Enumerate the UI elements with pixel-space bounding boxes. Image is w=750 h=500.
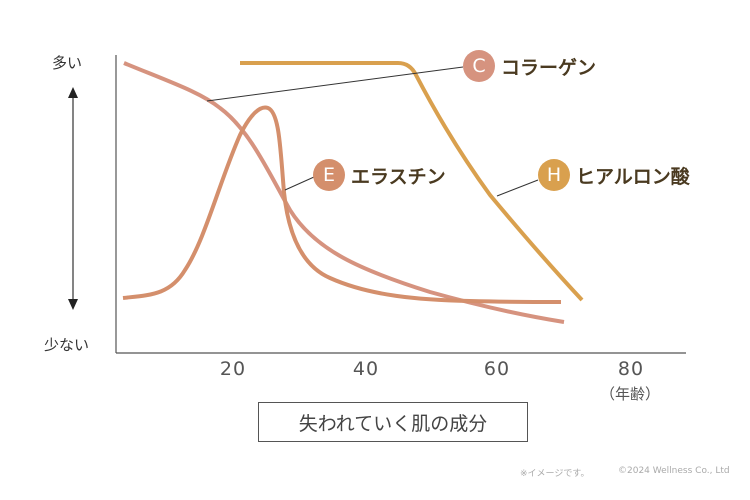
chart-caption: 失われていく肌の成分 [258,402,528,442]
y-axis-bottom-label: 少ない [44,336,90,354]
x-tick-40: 40 [352,358,380,380]
elastin-leader-line [284,176,315,191]
collagen-leader-line [206,66,464,102]
hyaluronic-leader-line [496,179,539,197]
collagen-label: C コラーゲン [463,50,596,82]
elastin-curve [122,105,562,304]
arrow-down-icon [68,299,78,310]
collagen-badge-icon: C [463,50,495,82]
x-tick-80: 80 [617,358,645,380]
footer-copyright: ©2024 Wellness Co., Ltd [618,466,730,476]
elastin-label-text: エラスチン [351,165,446,188]
hyaluronic-badge-icon: H [538,159,570,191]
hyaluronic-curve [240,61,584,302]
hyaluronic-label: H ヒアルロン酸 [538,159,690,191]
hyaluronic-label-text: ヒアルロン酸 [576,165,690,188]
elastin-label: E エラスチン [313,159,446,191]
x-tick-20: 20 [219,358,247,380]
elastin-badge-icon: E [313,159,345,191]
x-tick-60: 60 [483,358,511,380]
x-axis-unit: （年齢） [599,385,661,403]
footer-note: ※イメージです。 [520,469,590,479]
y-axis-top-label: 多い [52,54,83,72]
arrow-up-icon [68,87,78,98]
collagen-label-text: コラーゲン [501,56,597,79]
